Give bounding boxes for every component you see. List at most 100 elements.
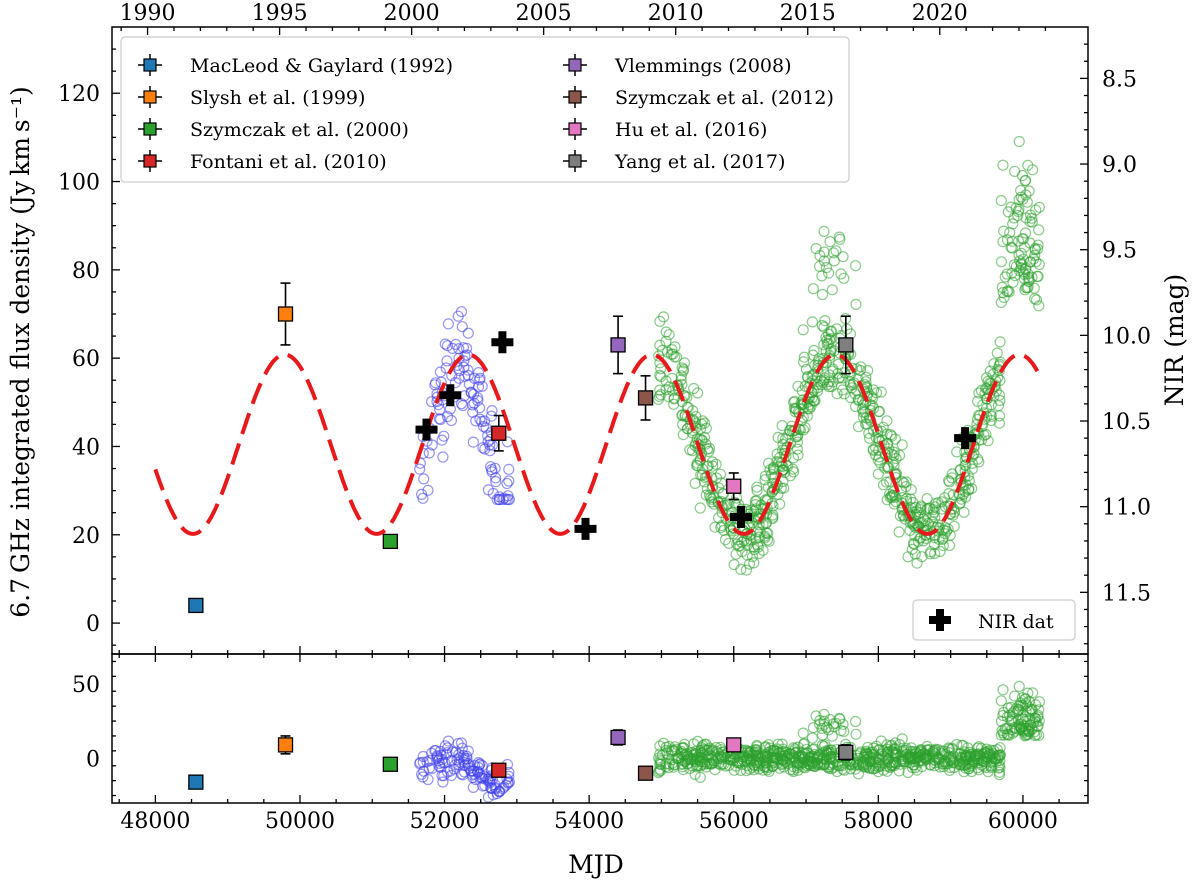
early-monitoring-point (433, 413, 445, 425)
early-monitoring-residual (468, 759, 481, 772)
monitoring-point (1028, 282, 1040, 294)
monitoring-residual (692, 752, 704, 764)
early-monitoring-point (467, 436, 479, 448)
monitoring-point (807, 349, 819, 361)
monitoring-point (823, 381, 835, 393)
monitoring-residual (1013, 703, 1025, 715)
monitoring-point (740, 564, 753, 576)
early-monitoring-point (489, 462, 501, 474)
nir-point (730, 506, 752, 528)
early-monitoring-point (441, 340, 454, 352)
monitoring-point (877, 421, 889, 433)
monitoring-point (900, 493, 913, 505)
monitoring-residual (944, 754, 956, 767)
early-monitoring-point (441, 411, 454, 423)
monitoring-point (984, 365, 997, 377)
monitoring-point (898, 477, 910, 489)
literature-residual (491, 762, 507, 778)
monitoring-residual (678, 738, 691, 750)
monitoring-point (734, 540, 746, 552)
monitoring-residual (744, 753, 756, 765)
monitoring-residual (687, 753, 699, 765)
monitoring-point (963, 483, 975, 495)
monitoring-point (999, 271, 1011, 283)
early-monitoring-point (422, 484, 434, 496)
early-monitoring-point (456, 321, 468, 333)
monitoring-residual (870, 755, 882, 768)
monitoring-residual (663, 740, 675, 753)
monitoring-residual (655, 758, 667, 770)
nir-point (954, 427, 977, 450)
monitoring-point (884, 488, 896, 500)
monitoring-point (710, 472, 723, 484)
monitoring-point (677, 365, 689, 377)
early-monitoring-point (500, 493, 512, 506)
monitoring-point (877, 479, 890, 491)
monitoring-point (818, 321, 830, 333)
monitoring-point (993, 417, 1006, 429)
monitoring-residual (998, 729, 1010, 741)
legend-marker (143, 122, 157, 136)
monitoring-point (975, 384, 988, 397)
monitoring-residual (862, 748, 874, 761)
early-monitoring-residual (451, 754, 463, 766)
early-monitoring-residual (453, 759, 465, 771)
early-monitoring-point (416, 488, 428, 500)
x-tick-label: 50000 (265, 809, 335, 834)
monitoring-point (709, 521, 721, 533)
early-monitoring-point (468, 372, 481, 384)
x-tick-label: 54000 (554, 809, 624, 834)
monitoring-residual (1033, 696, 1046, 708)
monitoring-residual (863, 761, 875, 774)
res-y-tick-label: 50 (72, 673, 100, 698)
legend-label: MacLeod & Gaylard (1992) (190, 55, 453, 77)
monitoring-point (703, 445, 715, 458)
monitoring-point (875, 386, 887, 398)
early-monitoring-residual (414, 756, 426, 769)
monitoring-point (772, 488, 784, 500)
monitoring-residual (788, 745, 800, 757)
y-tick-label: 100 (58, 171, 100, 196)
monitoring-point (822, 267, 835, 279)
monitoring-point (943, 539, 956, 552)
monitoring-point (663, 329, 675, 341)
monitoring-point (862, 365, 874, 377)
monitoring-point (860, 371, 872, 383)
legend-box (120, 36, 850, 183)
monitoring-point (1019, 175, 1031, 187)
monitoring-point (774, 460, 786, 472)
early-monitoring-point (442, 318, 454, 330)
axis-ticks (112, 27, 1088, 803)
monitoring-residual (740, 764, 753, 777)
early-monitoring-point (414, 463, 426, 475)
monitoring-point (1017, 193, 1029, 205)
legend-label: Szymczak et al. (2012) (615, 87, 834, 109)
monitoring-point (946, 472, 958, 484)
early-monitoring-point (473, 374, 485, 386)
monitoring-point (792, 449, 804, 461)
monitoring-point (911, 557, 923, 569)
monitoring-point (992, 400, 1005, 412)
monitoring-point (797, 324, 809, 336)
monitoring-residual (993, 769, 1006, 781)
monitoring-residual (1030, 699, 1042, 711)
monitoring-point (867, 443, 880, 455)
monitoring-point (787, 396, 800, 408)
monitoring-point (908, 538, 920, 550)
monitoring-point (936, 503, 948, 515)
legend-label: Yang et al. (2017) (614, 151, 785, 173)
legend-marker (568, 58, 582, 72)
monitoring-point (946, 468, 958, 480)
monitoring-point (872, 468, 884, 480)
legend-marker (143, 154, 157, 168)
monitoring-point (1030, 294, 1043, 306)
monitoring-residual (818, 715, 830, 727)
monitoring-point (1018, 241, 1031, 253)
monitoring-point (849, 400, 862, 413)
monitoring-point (749, 495, 761, 507)
y-axis-title-right: NIR (mag) (1160, 274, 1189, 407)
monitoring-point (1033, 201, 1046, 213)
monitoring-point (808, 344, 820, 357)
monitoring-point (904, 493, 917, 505)
early-monitoring-residual (467, 781, 479, 794)
